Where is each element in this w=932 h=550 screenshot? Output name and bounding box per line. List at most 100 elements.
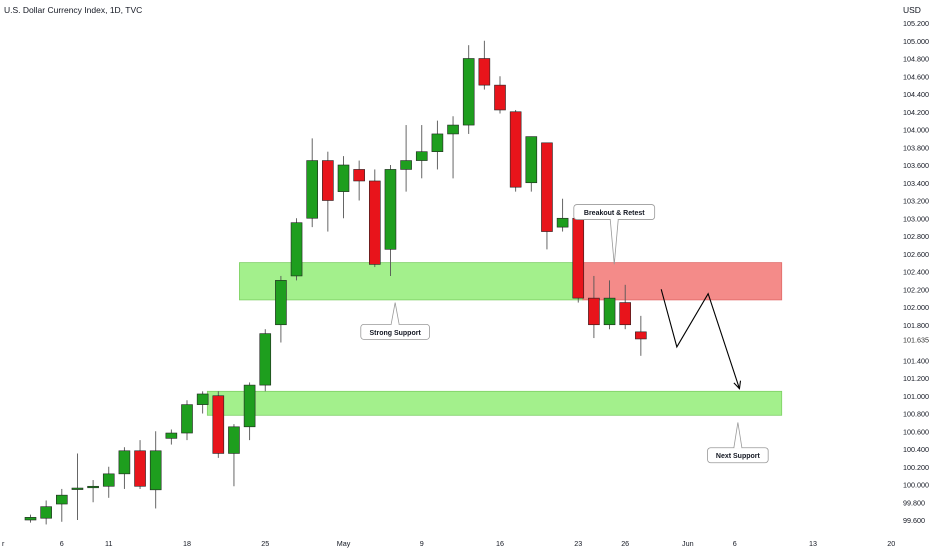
candle-body (55, 494, 68, 505)
projected-price-path (660, 289, 740, 389)
callout-0[interactable]: Strong Support (360, 302, 430, 340)
candle[interactable] (24, 514, 37, 523)
y-tick-label: 103.200 (903, 197, 929, 206)
candle[interactable] (212, 391, 225, 458)
candle[interactable] (353, 160, 365, 201)
candle[interactable] (431, 120, 444, 170)
candle[interactable] (275, 275, 287, 343)
candle[interactable] (290, 218, 303, 281)
candle-body (322, 160, 334, 201)
candle[interactable] (588, 275, 600, 339)
candle-body (400, 160, 412, 170)
candle[interactable] (118, 447, 131, 489)
y-tick-label: 100.200 (903, 463, 929, 472)
support-zone-2[interactable] (206, 390, 783, 416)
candle[interactable] (415, 125, 428, 179)
candle[interactable] (572, 217, 585, 303)
y-tick-label: 103.600 (903, 161, 929, 170)
candle[interactable] (478, 40, 491, 90)
candle[interactable] (306, 138, 319, 228)
callout-text: Next Support (716, 453, 761, 460)
candle[interactable] (243, 382, 256, 441)
y-tick-label: 102.400 (903, 268, 929, 277)
candle[interactable] (384, 165, 397, 276)
callout-2[interactable]: Next Support (707, 422, 769, 464)
candle[interactable] (494, 76, 506, 114)
candle[interactable] (165, 429, 178, 445)
y-tick-label: 99.600 (903, 516, 925, 525)
candle[interactable] (196, 391, 209, 414)
candle-body (635, 331, 647, 340)
candle-body (40, 506, 52, 519)
x-tick-label: 6 (733, 539, 737, 548)
y-tick-label: 100.600 (903, 427, 929, 436)
candle[interactable] (322, 151, 334, 232)
candle[interactable] (400, 125, 412, 192)
candle[interactable] (462, 45, 475, 134)
x-tick-label: 6 (60, 539, 64, 548)
candle[interactable] (556, 198, 569, 232)
candle[interactable] (87, 480, 99, 503)
candle-body (415, 151, 428, 161)
y-tick-label: 105.200 (903, 19, 929, 28)
candle-body (556, 217, 569, 228)
candle-body (525, 136, 538, 184)
y-tick-label: 103.000 (903, 214, 929, 223)
candle-body (509, 111, 522, 188)
candle-body (306, 160, 319, 219)
y-tick-label: 104.600 (903, 72, 929, 81)
candle-body (494, 84, 506, 111)
candle[interactable] (525, 136, 538, 192)
candle-body (603, 297, 616, 326)
candle-body (541, 142, 553, 232)
candle[interactable] (337, 156, 350, 219)
candle[interactable] (149, 431, 162, 509)
y-tick-label: 104.200 (903, 108, 929, 117)
projection-arrowhead (733, 380, 742, 390)
candle-body (165, 432, 178, 439)
candle[interactable] (228, 424, 240, 487)
y-tick-label: 103.400 (903, 179, 929, 188)
candle[interactable] (603, 280, 616, 330)
candle[interactable] (259, 329, 272, 392)
candle-body (118, 450, 131, 475)
y-tick-label: 103.800 (903, 143, 929, 152)
candle-body (337, 164, 350, 192)
candle-body (572, 217, 585, 299)
y-tick-label: 102.600 (903, 250, 929, 259)
candle[interactable] (134, 440, 146, 489)
callout-pointer (390, 302, 400, 325)
candle-body (290, 222, 303, 277)
candle[interactable] (55, 488, 68, 522)
candle-body (149, 450, 162, 491)
candle[interactable] (71, 453, 84, 520)
x-tick-label: 16 (496, 539, 504, 548)
candle-body (431, 133, 444, 152)
x-tick-label: May (337, 539, 351, 548)
candle-body (447, 124, 459, 135)
candle[interactable] (181, 400, 193, 441)
chart-title: U.S. Dollar Currency Index, 1D, TVC (4, 5, 143, 15)
resistance-zone-1[interactable] (582, 262, 783, 301)
candle[interactable] (619, 284, 632, 330)
candle-body (102, 473, 115, 487)
candle[interactable] (40, 500, 52, 525)
callout-1[interactable]: Breakout & Retest (573, 204, 656, 265)
candle[interactable] (368, 169, 381, 268)
candle[interactable] (102, 466, 115, 498)
candle[interactable] (541, 142, 553, 250)
candle[interactable] (447, 116, 459, 179)
candle[interactable] (635, 315, 647, 356)
x-tick-label: 25 (261, 539, 269, 548)
candle[interactable] (509, 109, 522, 192)
price-unit: USD (903, 5, 921, 15)
candle-body (478, 58, 491, 86)
y-tick-label: 100.400 (903, 445, 929, 454)
y-tick-label: 104.400 (903, 90, 929, 99)
x-tick-label: 23 (574, 539, 582, 548)
candle-body (462, 58, 475, 126)
callout-text: Breakout & Retest (584, 210, 645, 217)
callout-pointer (609, 219, 619, 265)
